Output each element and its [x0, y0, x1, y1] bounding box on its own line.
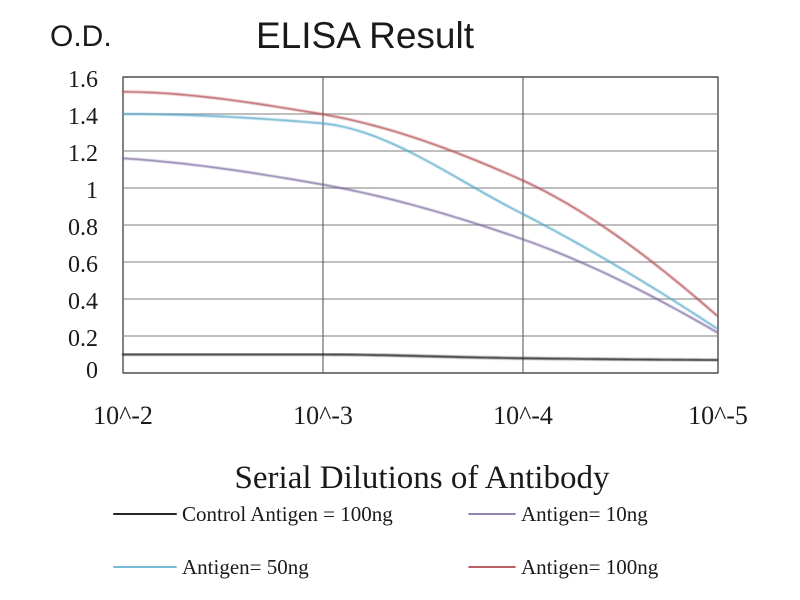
svg-text:O.D.: O.D. — [50, 20, 112, 53]
svg-text:10^-4: 10^-4 — [493, 401, 553, 430]
svg-text:1.6: 1.6 — [68, 67, 98, 93]
svg-text:0: 0 — [86, 358, 98, 384]
svg-text:10^-2: 10^-2 — [93, 401, 153, 430]
svg-text:Antigen= 100ng: Antigen= 100ng — [521, 555, 659, 579]
svg-text:1.2: 1.2 — [68, 141, 98, 167]
svg-text:1.4: 1.4 — [68, 104, 98, 130]
svg-text:Serial Dilutions of Antibody: Serial Dilutions of Antibody — [235, 460, 610, 496]
svg-text:0.6: 0.6 — [68, 252, 98, 278]
svg-text:0.4: 0.4 — [68, 289, 98, 315]
svg-text:Antigen= 50ng: Antigen= 50ng — [182, 555, 309, 579]
svg-text:1: 1 — [86, 178, 98, 204]
svg-text:10^-5: 10^-5 — [688, 401, 748, 430]
svg-text:ELISA Result: ELISA Result — [256, 15, 475, 56]
svg-text:Control Antigen = 100ng: Control Antigen = 100ng — [182, 502, 393, 526]
svg-text:0.8: 0.8 — [68, 215, 98, 241]
svg-text:Antigen= 10ng: Antigen= 10ng — [521, 502, 648, 526]
svg-text:10^-3: 10^-3 — [293, 401, 353, 430]
svg-text:0.2: 0.2 — [68, 326, 98, 352]
